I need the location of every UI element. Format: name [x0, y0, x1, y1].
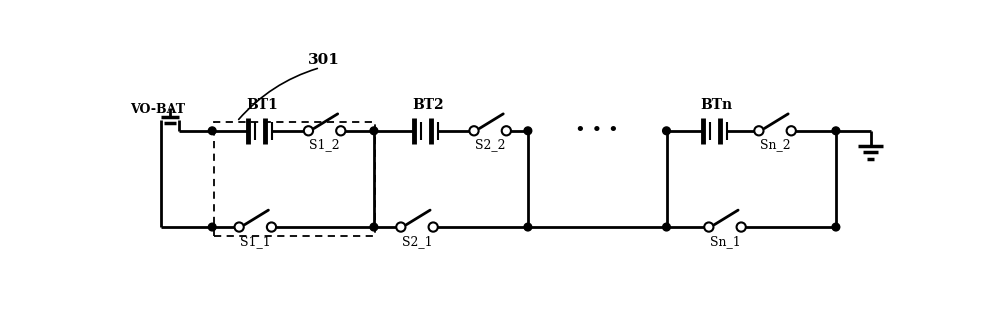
Circle shape [304, 126, 313, 135]
Text: S1_1: S1_1 [240, 235, 271, 248]
Circle shape [469, 126, 479, 135]
Text: BTn: BTn [700, 98, 733, 112]
Text: S2_1: S2_1 [402, 235, 432, 248]
Text: Sn_1: Sn_1 [710, 235, 740, 248]
Circle shape [754, 126, 764, 135]
Text: S1_2: S1_2 [309, 139, 340, 151]
Circle shape [429, 222, 438, 232]
Circle shape [396, 222, 405, 232]
Circle shape [267, 222, 276, 232]
Text: VO-BAT: VO-BAT [130, 103, 185, 116]
Circle shape [704, 222, 713, 232]
Bar [214, 122, 375, 236]
Circle shape [663, 127, 670, 135]
Circle shape [370, 223, 378, 231]
Circle shape [208, 223, 216, 231]
Circle shape [208, 127, 216, 135]
Text: Sn_2: Sn_2 [760, 139, 790, 151]
Text: • • •: • • • [575, 122, 619, 140]
Circle shape [502, 126, 511, 135]
Circle shape [336, 126, 345, 135]
Circle shape [663, 223, 670, 231]
Circle shape [737, 222, 746, 232]
Text: 301: 301 [308, 53, 340, 67]
Circle shape [524, 223, 532, 231]
Circle shape [370, 127, 378, 135]
Circle shape [787, 126, 796, 135]
Circle shape [832, 223, 840, 231]
Circle shape [832, 127, 840, 135]
Circle shape [524, 127, 532, 135]
Text: BT2: BT2 [412, 98, 444, 112]
Text: S2_2: S2_2 [475, 139, 505, 151]
Circle shape [235, 222, 244, 232]
Text: BT1: BT1 [246, 98, 278, 112]
